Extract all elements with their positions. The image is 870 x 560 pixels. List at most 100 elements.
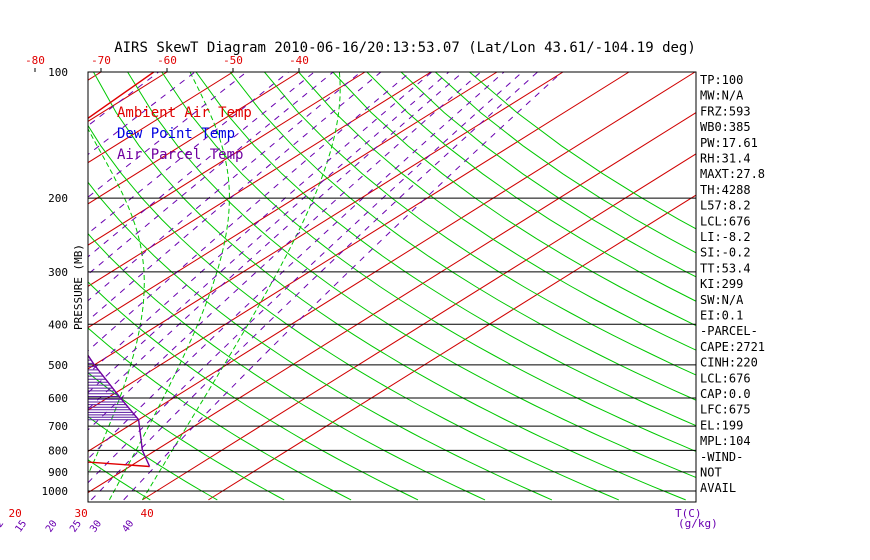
index-value: CAPE:2721 (700, 340, 765, 354)
index-value: LCL:676 (700, 214, 751, 228)
dry-adiabat-line (366, 72, 696, 302)
index-value: LCL:676 (700, 371, 751, 385)
index-value: NOT (700, 466, 722, 480)
isotherm-line (88, 72, 498, 329)
isotherm-line (88, 72, 102, 81)
pressure-tick-label: 200 (48, 192, 68, 205)
mixing-ratio-tick-label: 15 (13, 518, 29, 534)
index-value: PW:17.61 (700, 136, 758, 150)
index-value: EL:199 (700, 418, 743, 432)
isotherm-line (88, 72, 234, 164)
top-temp-tick-label: -50 (223, 54, 243, 67)
top-temp-tick-label: -80 (25, 54, 45, 67)
chart-title: AIRS SkewT Diagram 2010-06-16/20:13:53.0… (114, 40, 696, 56)
dry-adiabat-line (88, 415, 218, 501)
pressure-tick-label: 900 (48, 466, 68, 479)
mixing-ratio-line (88, 72, 523, 484)
index-value: MAXT:27.8 (700, 167, 765, 181)
mixing-ratio-line (88, 72, 482, 431)
isotherm-line (88, 112, 696, 494)
index-value: WB0:385 (700, 120, 751, 134)
dry-adiabat-line (88, 281, 419, 501)
mixing-ratio-line (88, 72, 464, 410)
dry-adiabat-line (88, 232, 486, 501)
index-value: CINH:220 (700, 356, 758, 370)
legend-entry: Air Parcel Temp (117, 147, 243, 163)
dry-adiabat-line (195, 72, 696, 427)
dry-adiabat-line (93, 72, 686, 501)
dry-adiabat-line (88, 459, 151, 501)
index-value: MPL:104 (700, 434, 751, 448)
bottom-temp-tick-label: 40 (141, 507, 154, 520)
top-temp-tick-label: -40 (289, 54, 309, 67)
index-value: FRZ:593 (700, 104, 751, 118)
pressure-tick-label: 600 (48, 392, 68, 405)
mixing-ratio-line (88, 72, 450, 394)
dry-adiabat-line (264, 72, 696, 376)
index-value: SW:N/A (700, 293, 744, 307)
isotherm-line (88, 72, 432, 287)
index-value: RH:31.4 (700, 152, 751, 166)
dry-adiabat-line (434, 72, 696, 254)
mixing-ratio-tick-label: 40 (120, 518, 136, 534)
isotherm-line (208, 194, 696, 501)
index-value: -WIND- (700, 450, 743, 464)
mixing-ratio-tick-label: 25 (68, 518, 84, 534)
pressure-tick-label: 700 (48, 420, 68, 433)
mixing-ratio-unit-label: (g/kg) (678, 517, 718, 530)
pressure-tick-label: 500 (48, 359, 68, 372)
isotherm-line (88, 72, 300, 205)
pressure-tick-label: 1000 (42, 485, 69, 498)
legend-entry: Dew Point Temp (117, 126, 235, 142)
mixing-ratio-tick-label: 20 (44, 518, 60, 534)
temperature-axis-label: T(C) (675, 507, 702, 520)
index-value: CAP:0.0 (700, 387, 751, 401)
parcel-profile-line (88, 354, 151, 467)
mixing-ratio-tick-label: 30 (88, 518, 104, 534)
index-value: MW:N/A (700, 89, 744, 103)
moist-adiabat-line (0, 81, 77, 500)
pressure-tick-label: 100 (48, 66, 68, 79)
moist-adiabat-line (141, 72, 341, 501)
index-value: SI:-0.2 (700, 246, 751, 260)
dry-adiabat-line (0, 72, 17, 500)
index-value: EI:0.1 (700, 309, 743, 323)
dry-adiabat-line (88, 124, 619, 501)
isotherm-line (0, 72, 35, 500)
dry-adiabat-line (161, 72, 696, 452)
index-value: LFC:675 (700, 403, 751, 417)
pressure-tick-label: 300 (48, 266, 68, 279)
mixing-ratio-line (88, 72, 362, 302)
dewpoint-profile-line (0, 72, 14, 465)
plot-frame (87, 71, 697, 503)
bottom-temp-tick-label: 30 (75, 507, 88, 520)
isotherm-line (88, 72, 630, 411)
moist-adiabat-line (0, 120, 24, 500)
dry-adiabat-line (127, 72, 696, 478)
isotherm-line (88, 72, 366, 246)
y-axis-label: PRESSURE (MB) (72, 244, 85, 330)
dry-adiabat-line (469, 72, 696, 230)
mixing-ratio-tick-label: 12 (0, 518, 6, 534)
dry-adiabat-line (0, 72, 83, 500)
dry-adiabat-line (332, 72, 696, 327)
dry-adiabat-line (229, 72, 696, 401)
index-value: KI:299 (700, 277, 743, 291)
top-temp-tick-label: -70 (91, 54, 111, 67)
index-value: L57:8.2 (700, 199, 751, 213)
dry-adiabat-line (400, 72, 696, 278)
index-value: TT:53.4 (700, 261, 751, 275)
pressure-tick-label: 800 (48, 444, 68, 457)
isotherm-line (88, 72, 696, 452)
mixing-ratio-line (88, 72, 382, 322)
index-value: TH:4288 (700, 183, 751, 197)
bottom-temp-tick-label: 20 (9, 507, 22, 520)
top-temp-tick-label: -60 (157, 54, 177, 67)
pressure-tick-label: 400 (48, 318, 68, 331)
legend-entry: Ambient Air Temp (117, 105, 252, 121)
dry-adiabat-line (88, 372, 285, 501)
mixing-ratio-line (123, 72, 563, 501)
index-value: AVAIL (700, 481, 736, 495)
isotherm-line (142, 153, 696, 501)
